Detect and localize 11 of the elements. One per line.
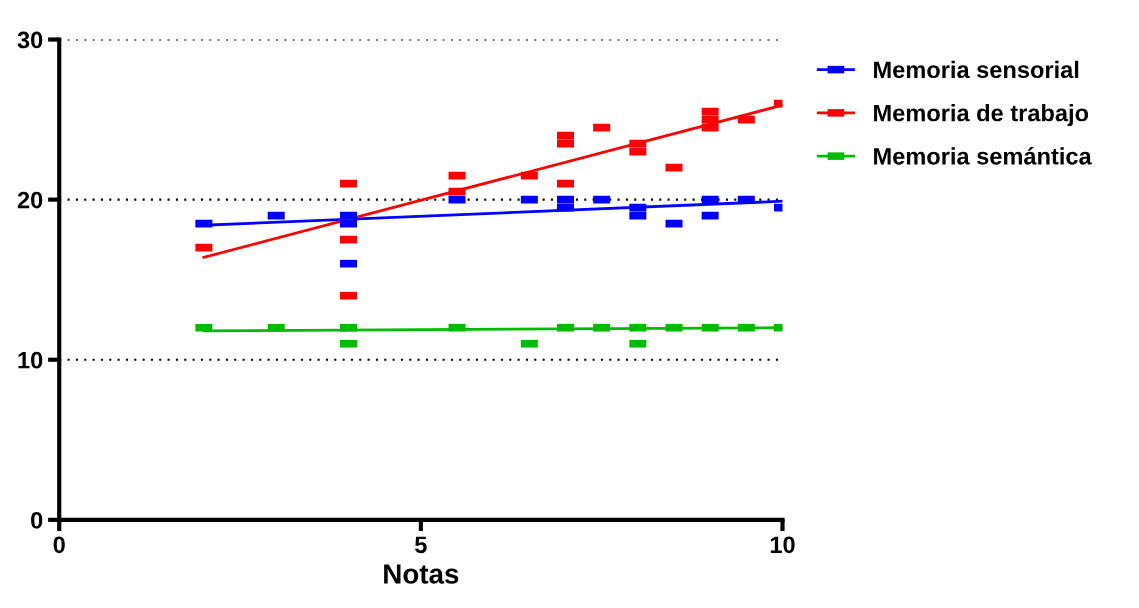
legend-label: Memoria sensorial [874,60,1079,79]
x-tick-label: 5 [415,536,427,554]
x-axis-title: Notas [384,564,459,584]
x-tick-label: 0 [53,536,65,554]
y-tick-label: 20 [17,191,43,209]
y-tick-label: 10 [18,351,43,369]
legend-label: Memoria semántica [874,147,1092,165]
y-tick-label: 0 [31,511,43,529]
legend-label: Memoria de trabajo [874,104,1089,127]
y-tick-label: 30 [17,31,43,49]
x-tick-label: 10 [770,536,795,554]
